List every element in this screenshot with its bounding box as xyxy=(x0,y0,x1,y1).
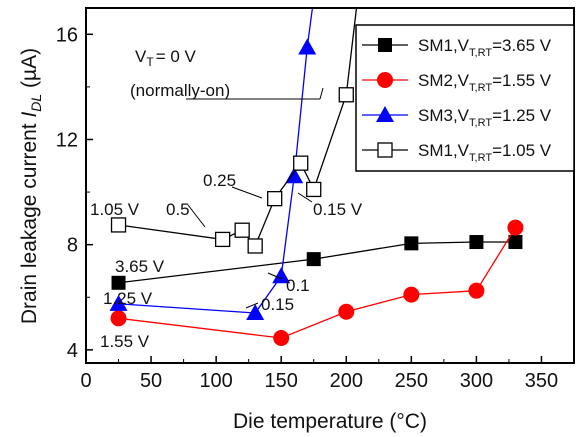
x-tick-label-0: 0 xyxy=(80,370,91,392)
series-4 xyxy=(110,8,358,254)
legend-item-2: SM2,VT,RT=1.55 V xyxy=(362,71,552,94)
x-tick-label-100: 100 xyxy=(199,370,232,392)
series-2-point-5 xyxy=(468,282,485,299)
y-axis-title-subscript: DL xyxy=(28,94,44,112)
legend-marker xyxy=(377,72,393,88)
series-layer xyxy=(109,8,524,347)
annotation-a-01: 0.1 xyxy=(286,276,310,295)
legend-item-4: SM1,VT,RT=1.05 V xyxy=(362,141,552,164)
legend-item-3: SM3,VT,RT=1.25 V xyxy=(362,106,552,129)
legend-label: SM1,VT,RT=1.05 V xyxy=(418,141,552,164)
series-4-point-3 xyxy=(234,222,250,238)
y-axis-title-symbol: I xyxy=(18,112,41,118)
legend-item-1: SM1,VT,RT=3.65 V xyxy=(362,36,552,59)
annotation-a-025: 0.25 xyxy=(203,171,236,190)
series-3-point-3 xyxy=(272,267,291,284)
legend-label-sub: T,RT xyxy=(469,117,492,129)
x-axis-title: Die temperature (°C) xyxy=(233,410,427,433)
annotation-a-125: 1.25 V xyxy=(103,289,153,308)
leader-line-7 xyxy=(245,302,259,309)
series-2-point-2 xyxy=(273,330,290,347)
legend-label: SM2,VT,RT=1.55 V xyxy=(418,71,552,94)
legend-label-sub: T,RT xyxy=(469,82,492,94)
y-tick-label-4: 4 xyxy=(67,340,78,362)
series-4-point-8 xyxy=(338,87,354,103)
y-tick-label-16: 16 xyxy=(56,24,78,46)
x-tick-label-150: 150 xyxy=(265,370,298,392)
series-3-line xyxy=(118,8,314,314)
x-tick-label-200: 200 xyxy=(330,370,363,392)
series-4-point-7 xyxy=(306,181,322,198)
series-3 xyxy=(109,8,317,321)
annotation-a-05: 0.5 xyxy=(166,200,190,219)
series-2-point-1 xyxy=(110,310,127,327)
y-axis-title: Drain leakage current IDL (µA) xyxy=(18,48,44,324)
legend-label-sub: T,RT xyxy=(469,47,492,59)
annotation-a-015-blue: 0.15 xyxy=(261,295,294,314)
series-1-point-1 xyxy=(111,275,126,290)
plot-frame xyxy=(85,7,575,364)
series-2-line xyxy=(118,227,516,339)
legend-label: SM3,VT,RT=1.25 V xyxy=(418,106,552,129)
legend-label: SM1,VT,RT=3.65 V xyxy=(418,36,552,59)
normally-on-annotation: (normally-on) xyxy=(130,81,230,100)
legend-marker xyxy=(377,142,393,158)
y-axis-title-unit: (µA) xyxy=(18,48,41,94)
annotation-a-365: 3.65 V xyxy=(115,257,165,276)
legend-label-main: SM1,V xyxy=(418,36,470,55)
legend-label-main: SM1,V xyxy=(418,141,470,160)
vt-annotation: VT = 0 V xyxy=(135,47,197,69)
leader-line-6 xyxy=(267,272,283,280)
series-1-point-4 xyxy=(469,235,484,250)
series-4-point-6 xyxy=(293,155,309,171)
series-2-point-3 xyxy=(338,303,355,320)
annotation-a-155: 1.55 V xyxy=(100,332,150,351)
leader-line-4 xyxy=(231,186,263,199)
series-3-point-5 xyxy=(298,38,317,55)
legend-label-tail: =3.65 V xyxy=(492,36,552,55)
vt-symbol: V xyxy=(135,47,147,66)
series-3-point-1 xyxy=(109,294,128,311)
x-tick-label-350: 350 xyxy=(525,370,558,392)
legend-label-main: SM2,V xyxy=(418,71,470,90)
x-tick-label-50: 50 xyxy=(140,370,162,392)
x-tick-label-300: 300 xyxy=(460,370,493,392)
leader-line-5 xyxy=(297,192,313,203)
y-tick-label-8: 8 xyxy=(67,235,78,257)
series-2 xyxy=(110,219,524,347)
series-4-point-5 xyxy=(267,190,283,207)
labels-layer: 1.05 V 0.5 0.25 0.15 V 3.65 V 1.25 V 0.10.15 1.… xyxy=(90,171,363,351)
legend-label-sub: T,RT xyxy=(469,152,492,164)
series-2-point-4 xyxy=(403,286,420,303)
vt-subscript: T xyxy=(146,55,154,69)
legend-label-main: SM3,V xyxy=(418,106,470,125)
x-tick-label-250: 250 xyxy=(395,370,428,392)
series-1-point-5 xyxy=(508,235,523,250)
series-2-point-6 xyxy=(507,219,524,236)
annotation-a-015-open: 0.15 V xyxy=(313,200,363,219)
series-4-point-2 xyxy=(214,231,231,248)
annotation-a-105: 1.05 V xyxy=(90,200,140,219)
leader-line-2 xyxy=(319,87,324,100)
series-3-point-2 xyxy=(246,304,265,321)
series-1-point-3 xyxy=(404,236,419,251)
legend-label-tail: =1.25 V xyxy=(492,106,552,125)
leader-layer xyxy=(186,87,324,309)
legend-label-tail: =1.55 V xyxy=(492,71,552,90)
ticks-layer: 0 50 100 150 200 250 300 350 4 8 12 16 xyxy=(56,24,558,392)
series-4-point-1 xyxy=(110,217,127,233)
vt-value: = 0 V xyxy=(156,47,197,66)
y-tick-label-12: 12 xyxy=(56,129,78,151)
series-1 xyxy=(111,235,523,290)
legend-marker xyxy=(376,106,394,122)
y-axis-title-main: Drain leakage current xyxy=(18,118,41,325)
legend-label-tail: =1.05 V xyxy=(492,141,552,160)
series-3-point-4 xyxy=(285,167,304,184)
leader-line-3 xyxy=(187,204,206,228)
legend-marker xyxy=(378,38,392,52)
series-4-point-4 xyxy=(247,238,263,254)
series-1-point-2 xyxy=(306,252,321,267)
